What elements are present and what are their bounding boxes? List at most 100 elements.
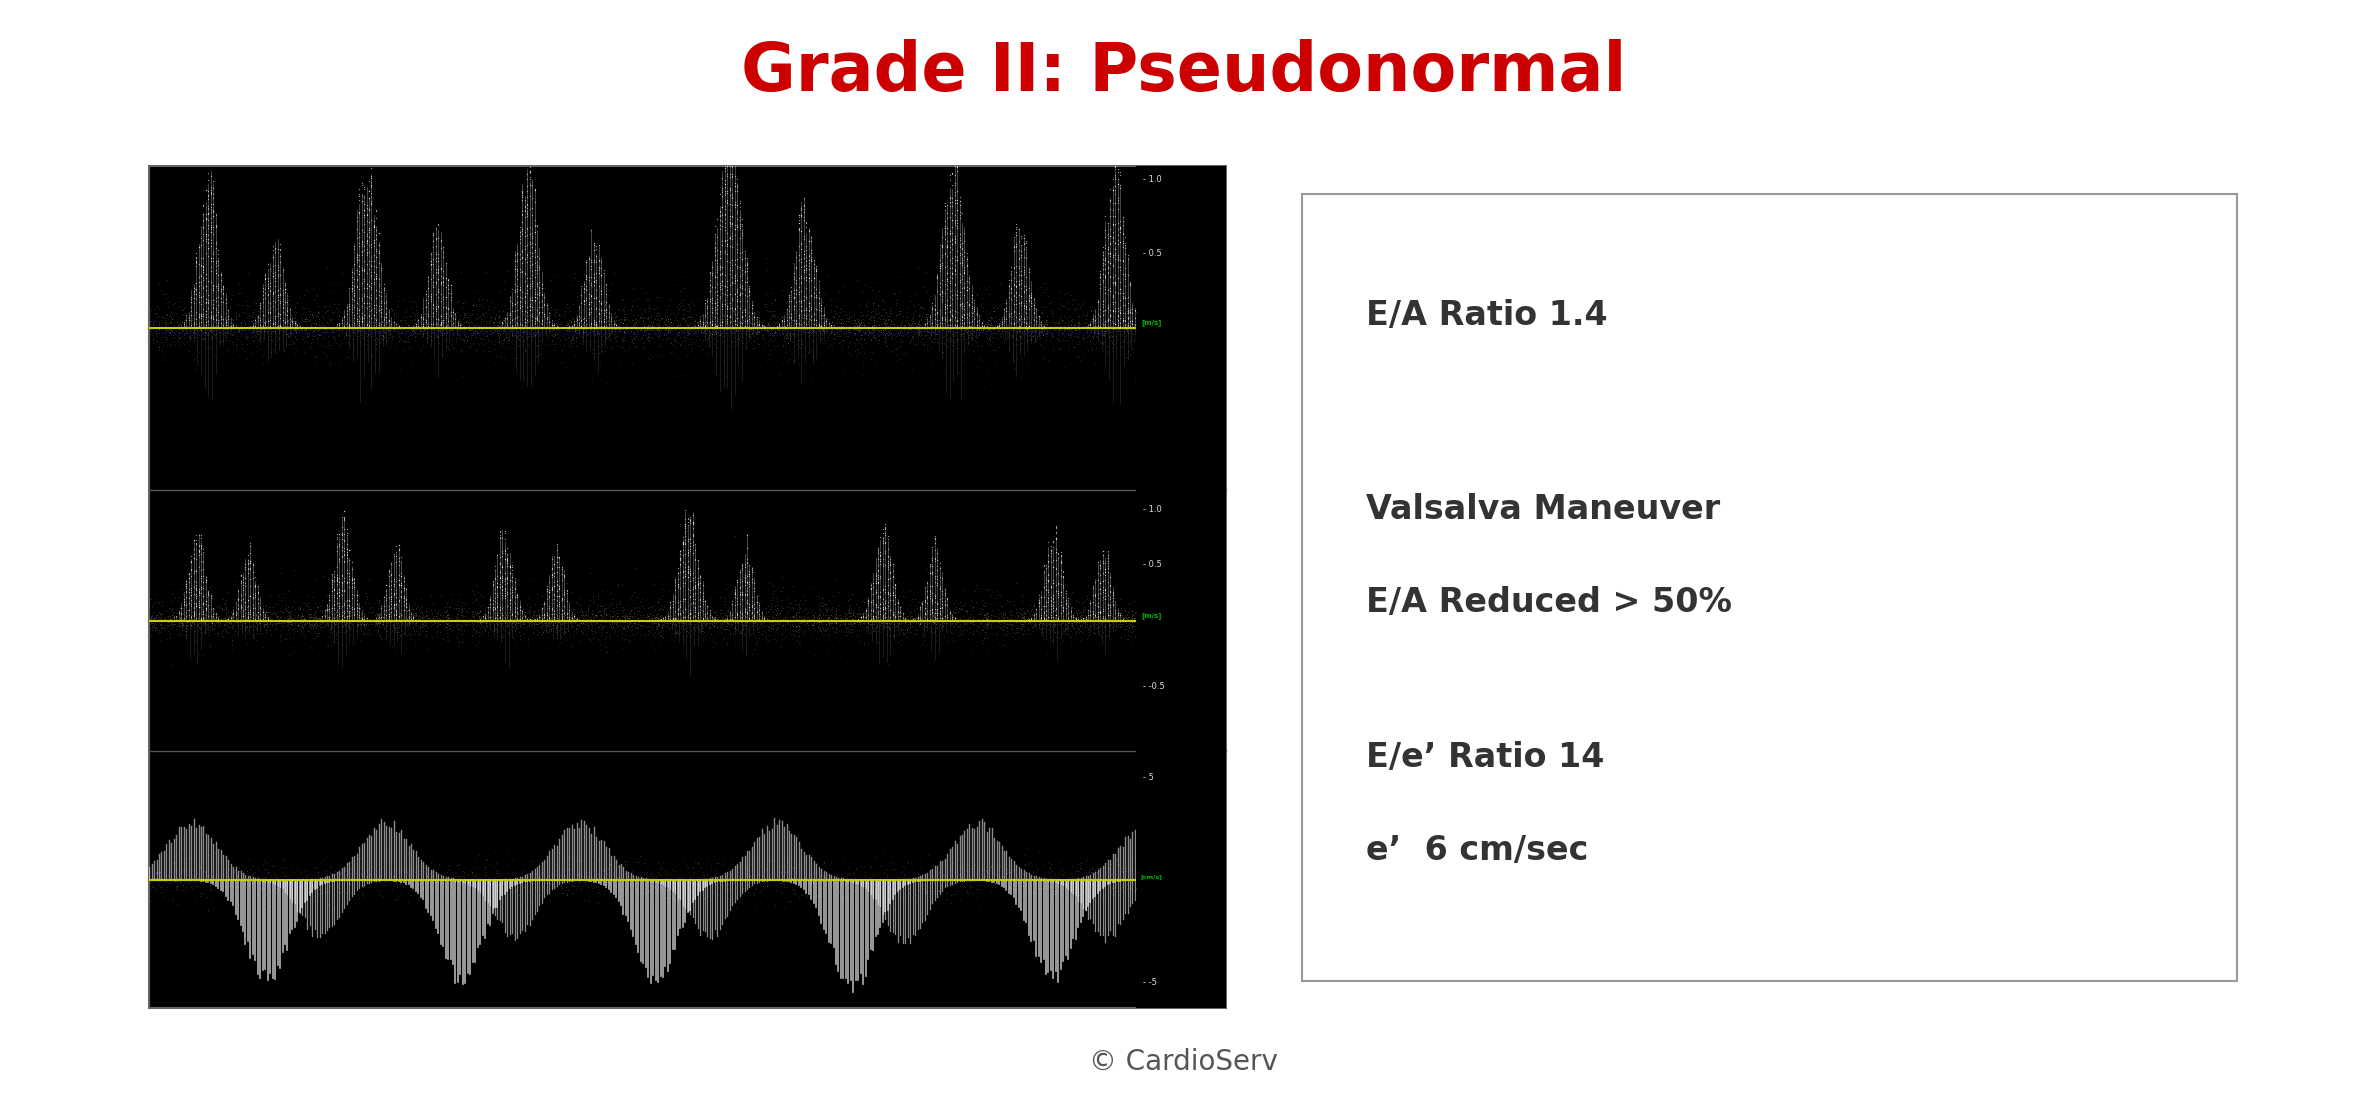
Point — [819, 583, 857, 601]
Point — [473, 609, 511, 627]
Point — [890, 612, 928, 629]
Point — [786, 608, 824, 626]
Point — [275, 629, 312, 647]
Point — [376, 304, 414, 321]
Point — [495, 326, 533, 343]
Point — [284, 327, 322, 345]
Point — [360, 612, 398, 629]
Point — [154, 862, 192, 880]
Point — [618, 325, 656, 342]
Point — [189, 615, 227, 633]
Point — [850, 318, 888, 336]
Point — [961, 615, 999, 633]
Point — [372, 587, 409, 605]
Point — [776, 606, 814, 624]
Point — [497, 349, 535, 367]
Point — [521, 294, 559, 311]
Point — [518, 275, 556, 293]
Point — [192, 601, 230, 618]
Point — [135, 315, 173, 332]
Point — [937, 286, 975, 304]
Point — [786, 866, 824, 884]
Point — [488, 864, 525, 882]
Point — [876, 320, 914, 338]
Point — [772, 594, 810, 612]
Point — [376, 596, 414, 614]
Point — [769, 312, 807, 330]
Point — [346, 612, 383, 629]
Point — [1068, 587, 1105, 605]
Point — [516, 284, 554, 301]
Point — [312, 336, 350, 353]
Point — [587, 613, 625, 630]
Point — [930, 322, 968, 340]
Point — [724, 284, 762, 301]
Point — [1096, 274, 1134, 291]
Point — [660, 543, 698, 561]
Point — [511, 171, 549, 188]
Point — [1049, 612, 1086, 629]
Point — [320, 611, 357, 628]
Point — [582, 619, 620, 637]
Point — [270, 607, 308, 625]
Point — [471, 613, 509, 630]
Point — [369, 302, 407, 320]
Point — [175, 585, 213, 603]
Point — [166, 326, 204, 343]
Point — [587, 624, 625, 642]
Point — [696, 608, 734, 626]
Point — [606, 606, 644, 624]
Point — [452, 321, 490, 339]
Point — [1018, 312, 1056, 330]
Point — [580, 636, 618, 654]
Point — [215, 885, 253, 903]
Point — [582, 259, 620, 277]
Point — [791, 247, 828, 265]
Point — [1086, 318, 1124, 336]
Point — [133, 609, 170, 627]
Point — [277, 320, 315, 338]
Point — [180, 546, 218, 564]
Point — [630, 308, 667, 326]
Point — [253, 331, 291, 349]
Point — [341, 865, 379, 883]
Point — [137, 594, 175, 612]
Point — [630, 328, 667, 346]
Point — [698, 613, 736, 630]
Point — [502, 280, 540, 298]
Point — [1089, 611, 1127, 628]
Point — [372, 319, 409, 337]
Point — [320, 865, 357, 883]
Point — [1008, 321, 1046, 339]
Point — [168, 608, 206, 626]
Point — [580, 878, 618, 895]
Point — [689, 338, 727, 356]
Point — [381, 616, 419, 634]
Point — [999, 310, 1037, 328]
Point — [933, 306, 970, 324]
Point — [310, 611, 348, 628]
Point — [173, 616, 211, 634]
Point — [703, 184, 741, 202]
Point — [864, 601, 902, 618]
Point — [594, 612, 632, 629]
Point — [703, 314, 741, 331]
Point — [649, 871, 686, 889]
Point — [1115, 870, 1153, 888]
Point — [239, 330, 277, 348]
Point — [308, 599, 346, 617]
Point — [438, 855, 476, 873]
Point — [1041, 880, 1079, 897]
Point — [559, 609, 596, 627]
Point — [471, 321, 509, 339]
Point — [765, 321, 802, 339]
Point — [483, 625, 521, 643]
Point — [381, 320, 419, 338]
Point — [632, 616, 670, 634]
Point — [279, 622, 317, 639]
Point — [630, 607, 667, 625]
Point — [812, 320, 850, 338]
Point — [729, 594, 767, 612]
Point — [412, 293, 450, 310]
Point — [142, 613, 180, 630]
